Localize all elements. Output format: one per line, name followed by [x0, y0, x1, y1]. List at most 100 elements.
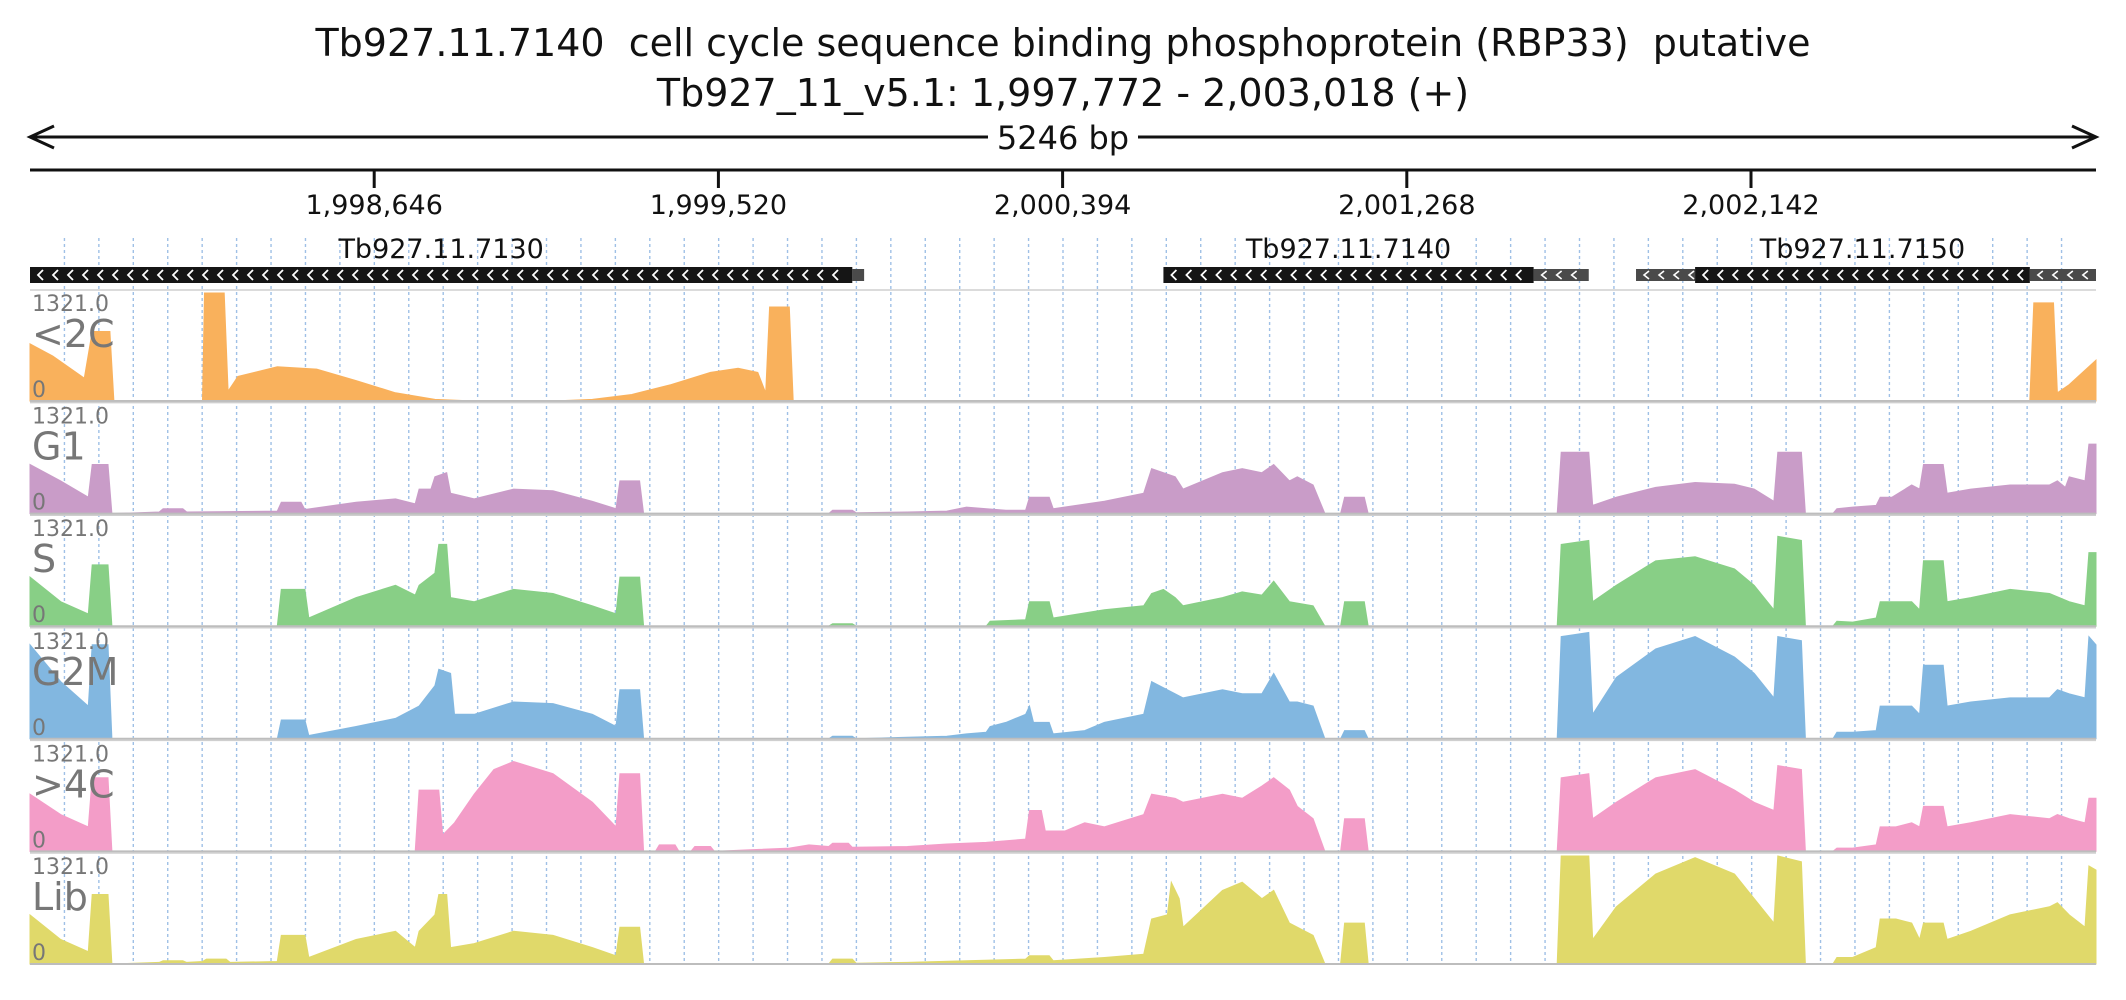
strand-chevron — [471, 269, 479, 281]
span-arrow-left-head — [26, 124, 55, 150]
ruler-tick-label: 1,999,520 — [650, 190, 787, 221]
strand-chevron — [336, 269, 344, 281]
strand-chevron — [441, 269, 449, 281]
strand-chevron — [2081, 270, 2089, 280]
gene-feature: Tb927.11.7150 — [1636, 234, 2096, 283]
strand-chevron — [1245, 269, 1253, 281]
track-max-label: 1321.0 — [32, 742, 109, 767]
strand-chevron — [1275, 269, 1283, 281]
track-min-label: 0 — [32, 716, 46, 741]
coverage-area — [29, 855, 2097, 965]
strand-chevron — [306, 269, 314, 281]
strand-chevron — [1731, 269, 1739, 281]
track-min-label: 0 — [32, 828, 46, 853]
track-min-label: 0 — [32, 378, 46, 403]
strand-chevron — [486, 269, 494, 281]
coverage-area — [29, 631, 2097, 740]
strand-chevron — [696, 269, 704, 281]
track-max-label: 1321.0 — [32, 292, 109, 317]
strand-chevron — [351, 269, 359, 281]
strand-chevron — [1657, 270, 1665, 280]
strand-chevron — [636, 269, 644, 281]
strand-chevron — [1776, 269, 1784, 281]
strand-chevron — [576, 269, 584, 281]
strand-chevron — [456, 269, 464, 281]
strand-chevron — [291, 269, 299, 281]
strand-chevron — [66, 269, 74, 281]
strand-chevron — [2051, 270, 2059, 280]
strand-chevron — [1761, 269, 1769, 281]
gene-utr — [852, 269, 865, 281]
strand-chevron — [726, 269, 734, 281]
span-label-bg — [988, 117, 1138, 157]
strand-chevron — [1290, 269, 1298, 281]
coverage-track-2: 1321.0G1 0 — [29, 401, 2097, 516]
strand-chevron — [1215, 269, 1223, 281]
coverage-area — [29, 760, 2097, 852]
track-name: G1 — [32, 425, 86, 469]
strand-chevron — [96, 269, 104, 281]
strand-chevron — [2001, 269, 2009, 281]
gene-feature: Tb927.11.7130 — [30, 234, 865, 283]
strand-chevron — [501, 269, 509, 281]
track-max-label: 1321.0 — [32, 630, 109, 655]
strand-chevron — [816, 269, 824, 281]
strand-chevron — [201, 269, 209, 281]
strand-chevron — [1851, 269, 1859, 281]
strand-chevron — [1555, 270, 1563, 280]
strand-chevron — [1440, 269, 1448, 281]
strand-chevron — [591, 269, 599, 281]
span-label: 5246 bp — [997, 119, 1129, 157]
strand-chevron — [681, 269, 689, 281]
strand-chevron — [531, 269, 539, 281]
strand-chevron — [1170, 269, 1178, 281]
strand-chevron — [1746, 269, 1754, 281]
strand-chevron — [786, 269, 794, 281]
strand-chevron — [381, 269, 389, 281]
strand-chevron — [2016, 269, 2024, 281]
strand-chevron — [1200, 269, 1208, 281]
coordinate-ruler: 1,998,646 1,999,520 2,000,394 2,001,268 2,00… — [30, 168, 2096, 221]
strand-chevron — [1380, 269, 1388, 281]
gene-cds — [30, 267, 853, 283]
gene-label: Tb927.11.7140 — [1245, 234, 1451, 265]
track-name: Lib — [32, 875, 88, 919]
strand-chevron — [156, 269, 164, 281]
track-max-label: 1321.0 — [32, 855, 109, 880]
strand-chevron — [231, 269, 239, 281]
strand-chevron — [1866, 269, 1874, 281]
strand-chevron — [396, 269, 404, 281]
strand-chevron — [801, 269, 809, 281]
strand-chevron — [1485, 269, 1493, 281]
strand-chevron — [1986, 269, 1994, 281]
strand-chevron — [261, 269, 269, 281]
strand-chevron — [1185, 269, 1193, 281]
track-name: G2M — [32, 650, 118, 694]
strand-chevron — [1455, 269, 1463, 281]
strand-chevron — [1701, 269, 1709, 281]
coverage-area — [29, 535, 2097, 627]
gene-cds — [1163, 267, 1534, 283]
gene-utr — [2029, 269, 2096, 281]
span-arrow: 5246 bp — [26, 117, 2100, 157]
strand-chevron — [411, 269, 419, 281]
region-subtitle: Tb927_11_v5.1: 1,997,772 - 2,003,018 (+) — [656, 71, 1470, 115]
strand-chevron — [1896, 269, 1904, 281]
gene-feature: Tb927.11.7140 — [1163, 234, 1589, 283]
strand-chevron — [246, 269, 254, 281]
strand-chevron — [831, 269, 839, 281]
ruler-tick-label: 2,002,142 — [1682, 190, 1819, 221]
strand-chevron — [1716, 269, 1724, 281]
gene-label: Tb927.11.7130 — [337, 234, 543, 265]
strand-chevron — [711, 269, 719, 281]
strand-chevron — [1642, 270, 1650, 280]
strand-chevron — [126, 269, 134, 281]
track-name: <2C — [32, 312, 115, 356]
gene-utr — [1636, 269, 1696, 281]
strand-chevron — [756, 269, 764, 281]
strand-chevron — [1806, 269, 1814, 281]
strand-chevron — [1395, 269, 1403, 281]
strand-chevron — [1672, 270, 1680, 280]
strand-chevron — [1305, 269, 1313, 281]
